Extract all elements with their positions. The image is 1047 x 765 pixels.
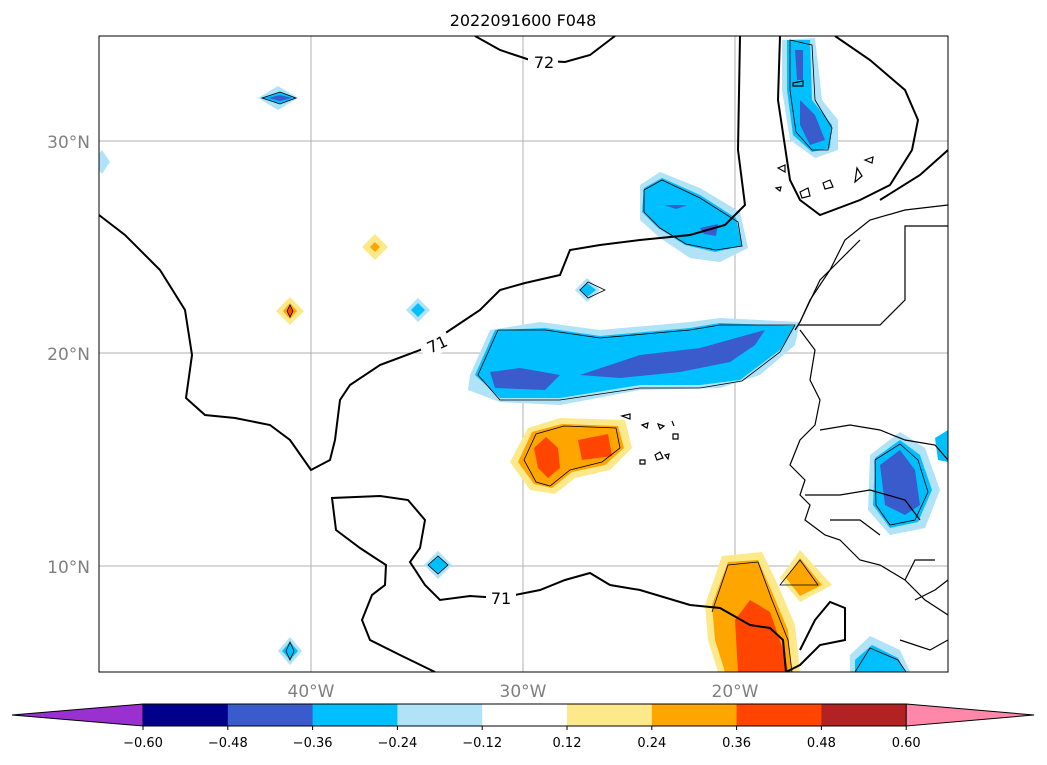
longitude-labels: 40°W 30°W 20°W bbox=[288, 682, 759, 702]
colorbar-tick-label: −0.36 bbox=[293, 736, 333, 751]
lat-label-30n: 30°N bbox=[47, 133, 90, 153]
neg-blob-central-inner-a bbox=[490, 368, 560, 390]
contour-71-south bbox=[330, 494, 787, 672]
colorbar-tick-label: −0.48 bbox=[208, 736, 248, 751]
lon-label-20w: 20°W bbox=[712, 682, 759, 702]
lat-label-10n: 10°N bbox=[47, 558, 90, 578]
colorbar-segment bbox=[482, 704, 568, 726]
colorbar-tick-label: −0.24 bbox=[377, 736, 417, 751]
map-area: 72 71 71 bbox=[99, 36, 948, 672]
lon-label-40w: 40°W bbox=[288, 682, 335, 702]
colorbar-segment bbox=[821, 704, 907, 726]
colorbar-segment bbox=[736, 704, 822, 726]
colorbar-tick-label: 0.36 bbox=[722, 736, 751, 751]
neg-blob-central-inner-b bbox=[580, 330, 765, 378]
neg-blob-ne-mid bbox=[642, 178, 742, 252]
contour-label-72: 72 bbox=[534, 53, 554, 72]
negative-anomaly-areas bbox=[99, 38, 948, 672]
map-title: 2022091600 F048 bbox=[450, 11, 597, 30]
pos-blob-central-inner-b bbox=[578, 434, 612, 460]
colorbar-tick-label: 0.12 bbox=[553, 736, 582, 751]
latitude-labels: 30°N 20°N 10°N bbox=[47, 133, 90, 578]
contour-71-north bbox=[99, 36, 747, 472]
contour-71-ne bbox=[776, 36, 920, 217]
map-frame bbox=[98, 35, 949, 673]
height-contours bbox=[99, 36, 948, 672]
lat-label-20n: 20°N bbox=[47, 345, 90, 365]
lon-label-30w: 30°W bbox=[500, 682, 547, 702]
colorbar-segment bbox=[312, 704, 398, 726]
colorbar-tick-label: −0.60 bbox=[123, 736, 163, 751]
colorbar-segment bbox=[397, 704, 483, 726]
contour-label-71-south: 71 bbox=[491, 589, 511, 608]
colorbar-tick-label: −0.12 bbox=[462, 736, 502, 751]
colorbar-tick-label: 0.24 bbox=[637, 736, 666, 751]
colorbar-extend-min bbox=[11, 703, 144, 727]
colorbar-segment bbox=[567, 704, 653, 726]
contour-labels: 72 71 71 bbox=[416, 52, 558, 608]
colorbar-tick-label: 0.48 bbox=[807, 736, 836, 751]
anomaly-outlines bbox=[260, 39, 929, 672]
coastlines bbox=[619, 80, 948, 651]
pos-blob-central-inner-a bbox=[534, 437, 560, 478]
colorbar-segment bbox=[227, 704, 314, 726]
colorbar-segment bbox=[651, 704, 738, 726]
colorbar: −0.60 −0.48 −0.36 −0.24 −0.12 0.12 0.24 0.36 0.4… bbox=[11, 703, 1035, 751]
positive-anomaly-areas bbox=[276, 234, 832, 672]
colorbar-tick-label: 0.60 bbox=[892, 736, 921, 751]
colorbar-segment bbox=[143, 704, 229, 726]
colorbar-extend-max bbox=[905, 703, 1035, 727]
